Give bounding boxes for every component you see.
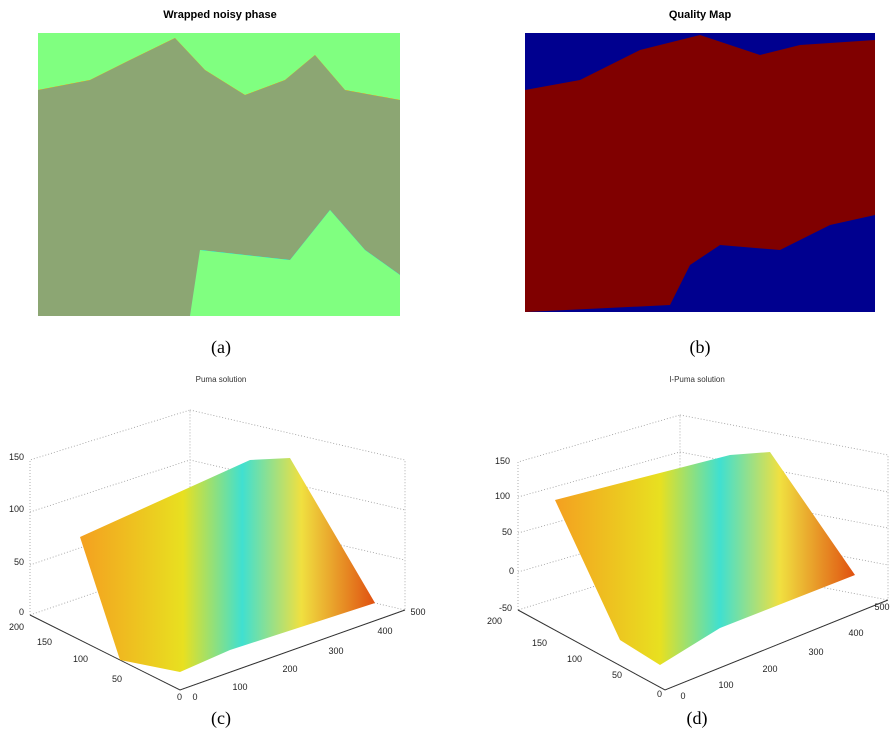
tick-label: -50 [499, 603, 512, 613]
tick-label: 50 [112, 674, 122, 684]
quality-region [525, 35, 875, 312]
panel-title: Wrapped noisy phase [163, 9, 277, 21]
tick-label: 0 [192, 692, 197, 702]
tick-label: 0 [509, 566, 514, 576]
tick-label: 300 [328, 646, 343, 656]
tick-label: 100 [718, 680, 733, 690]
tick-label: 0 [680, 691, 685, 701]
caption: (d) [687, 708, 708, 729]
tick-label: 0 [657, 689, 662, 699]
tick-label: 100 [567, 654, 582, 664]
tick-label: 100 [232, 682, 247, 692]
tick-label: 100 [73, 654, 88, 664]
panel-title: Quality Map [669, 9, 732, 21]
tick-label: 100 [495, 491, 510, 501]
tick-label: 200 [9, 622, 24, 632]
tick-label: 100 [9, 504, 24, 514]
tick-label: 200 [487, 616, 502, 626]
tick-label: 150 [9, 452, 24, 462]
tick-label: 50 [14, 557, 24, 567]
tick-label: 400 [377, 626, 392, 636]
tick-label: 500 [410, 607, 425, 617]
tick-label: 50 [612, 670, 622, 680]
caption: (a) [211, 337, 231, 358]
panel-title: I-Puma solution [669, 375, 725, 384]
axes-box [517, 414, 889, 691]
tick-label: 150 [532, 638, 547, 648]
tick-label: 0 [177, 692, 182, 702]
caption: (c) [211, 708, 231, 729]
tick-label: 300 [808, 647, 823, 657]
tick-label: 200 [762, 664, 777, 674]
panel-title: Puma solution [196, 375, 247, 384]
axes-box [29, 409, 406, 691]
surface [80, 458, 375, 672]
tick-label: 0 [19, 607, 24, 617]
tick-label: 150 [37, 637, 52, 647]
tick-label: 400 [848, 628, 863, 638]
phase-fringes [38, 38, 400, 316]
tick-label: 50 [502, 527, 512, 537]
surface [555, 452, 855, 665]
tick-label: 150 [495, 456, 510, 466]
tick-label: 200 [282, 664, 297, 674]
tick-label: 500 [874, 602, 889, 612]
caption: (b) [690, 337, 711, 358]
